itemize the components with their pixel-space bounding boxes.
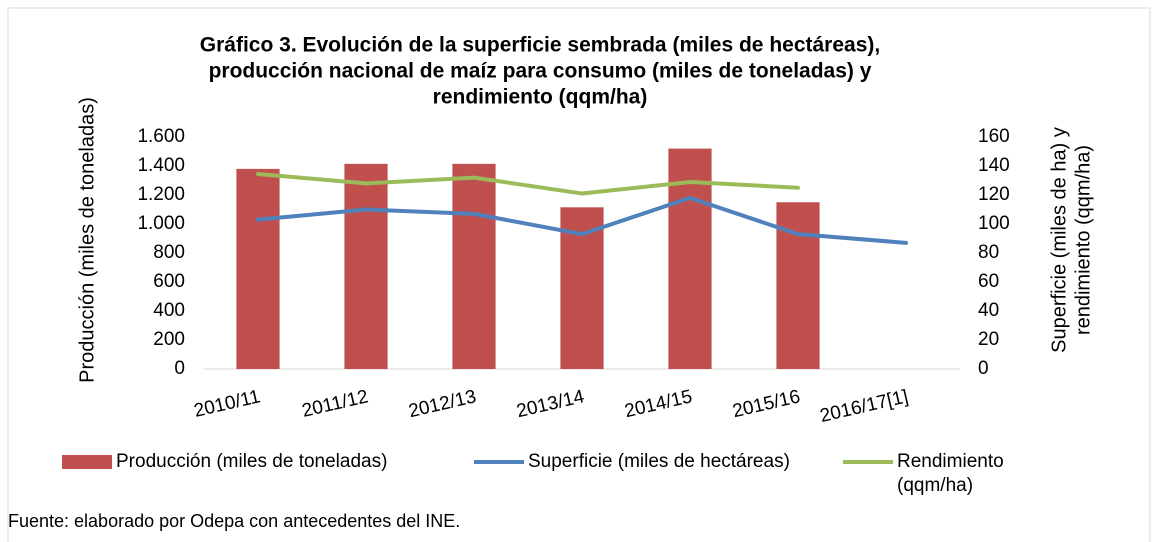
y-tick-label: 400 <box>153 300 185 321</box>
legend-label: Producción (miles de toneladas) <box>116 451 388 472</box>
y-axis-title: Producción (miles de toneladas) <box>76 97 98 383</box>
y-tick-label: 1.200 <box>137 184 185 205</box>
y2-axis-title: rendimiento (qqm/ha) <box>1072 145 1094 335</box>
x-tick-label: 2016/17[1] <box>818 386 910 427</box>
legend-swatch <box>62 455 112 469</box>
chart-title: rendimiento (qqm/ha) <box>433 86 648 109</box>
y2-tick-label: 60 <box>978 271 999 292</box>
bar <box>236 168 280 369</box>
legend-label: Rendimiento (qqm/ha) <box>897 451 1004 496</box>
y2-axis-title: Superficie (miles de ha) y <box>1048 127 1070 353</box>
x-tick-label: 2010/11 <box>192 386 262 422</box>
y-tick-label: 0 <box>174 358 185 379</box>
y2-tick-label: 160 <box>978 126 1010 147</box>
x-tick-label: 2015/16 <box>731 386 803 422</box>
y-tick-label: 600 <box>153 271 185 292</box>
y-tick-label: 1.000 <box>137 213 185 234</box>
y2-tick-label: 100 <box>978 213 1010 234</box>
chart-title: producción nacional de maíz para consumo… <box>209 60 872 83</box>
bar <box>344 163 388 369</box>
x-tick-label: 2011/12 <box>300 386 370 422</box>
line-series <box>256 171 800 196</box>
chart-title: Gráfico 3. Evolución de la superficie se… <box>200 34 880 57</box>
y2-tick-label: 40 <box>978 300 999 321</box>
y2-tick-label: 20 <box>978 329 999 350</box>
y2-tick-label: 120 <box>978 184 1010 205</box>
legend-label: Superficie (miles de hectáreas) <box>528 451 790 472</box>
y2-tick-label: 140 <box>978 155 1010 176</box>
y2-tick-label: 0 <box>978 358 989 379</box>
chart-border <box>7 7 1151 542</box>
y-tick-label: 200 <box>153 329 185 350</box>
bar <box>452 163 496 369</box>
x-tick-label: 2012/13 <box>407 386 479 422</box>
y2-tick-label: 80 <box>978 242 999 263</box>
y-tick-label: 1.400 <box>137 155 185 176</box>
y-tick-label: 1.600 <box>137 126 185 147</box>
line-series <box>256 195 908 245</box>
x-tick-label: 2014/15 <box>623 386 695 422</box>
source-note: Fuente: elaborado por Odepa con antecede… <box>8 511 461 531</box>
x-tick-label: 2013/14 <box>515 386 587 422</box>
y-tick-label: 800 <box>153 242 185 263</box>
